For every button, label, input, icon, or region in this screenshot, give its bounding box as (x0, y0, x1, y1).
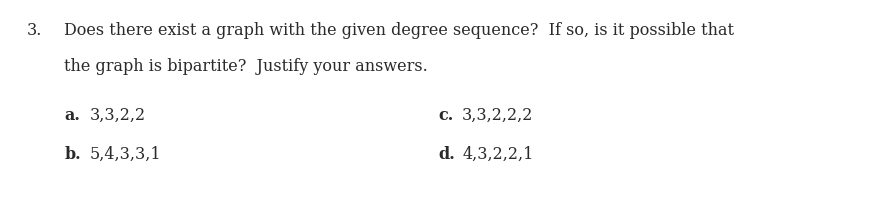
Text: the graph is bipartite?  Justify your answers.: the graph is bipartite? Justify your ans… (64, 58, 428, 75)
Text: b.: b. (64, 146, 81, 163)
Text: 3,3,2,2: 3,3,2,2 (89, 107, 146, 124)
Text: Does there exist a graph with the given degree sequence?  If so, is it possible : Does there exist a graph with the given … (64, 22, 734, 39)
Text: 3.: 3. (27, 22, 42, 39)
Text: a.: a. (64, 107, 80, 124)
Text: d.: d. (438, 146, 455, 163)
Text: c.: c. (438, 107, 453, 124)
Text: 5,4,3,3,1: 5,4,3,3,1 (89, 146, 161, 163)
Text: 4,3,2,2,1: 4,3,2,2,1 (462, 146, 534, 163)
Text: 3,3,2,2,2: 3,3,2,2,2 (462, 107, 534, 124)
